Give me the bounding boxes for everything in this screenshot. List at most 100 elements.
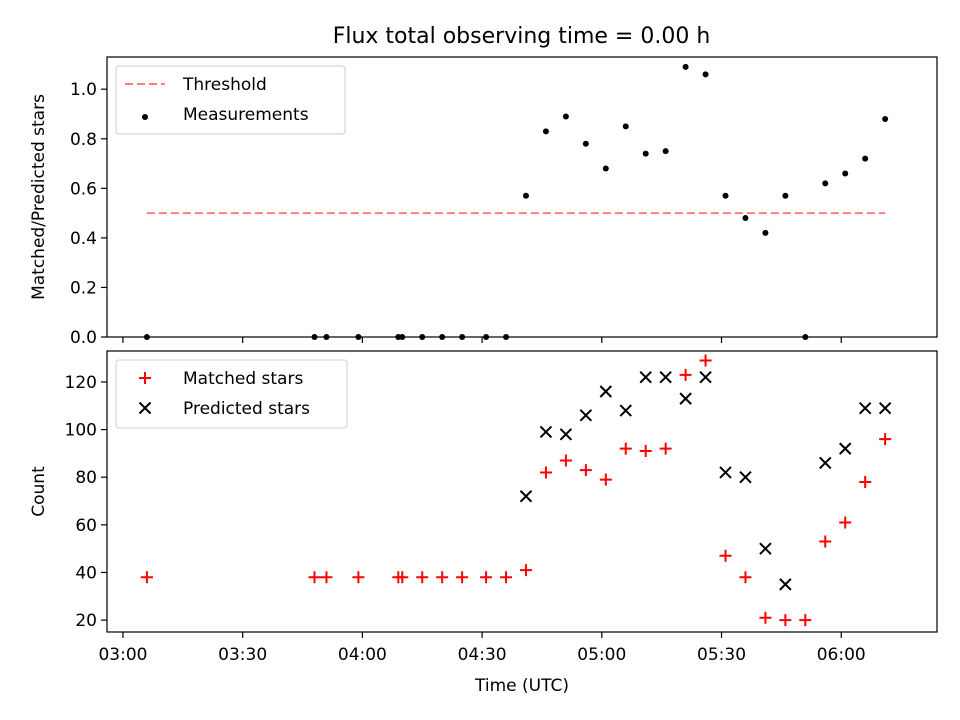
predicted-stars-point <box>519 490 533 503</box>
predicted-stars-point <box>839 442 852 455</box>
measurement-point <box>483 334 490 340</box>
matched-stars-point <box>699 354 712 367</box>
measurement-point <box>722 192 729 199</box>
predicted-stars-point <box>858 401 872 415</box>
predicted-stars-point <box>579 409 593 422</box>
measurement-point <box>682 63 689 70</box>
chart-title: Flux total observing time = 0.00 h <box>333 24 711 49</box>
predicted-stars-point <box>559 428 573 441</box>
matched-stars-point <box>879 433 892 446</box>
measurement-point <box>459 334 466 340</box>
measurement-point <box>542 128 549 135</box>
measurement-point <box>439 334 446 340</box>
measurement-point <box>562 113 569 120</box>
measurement-point <box>355 334 362 340</box>
predicted-stars-point <box>819 456 832 470</box>
matched-stars-point <box>639 445 652 458</box>
predicted-stars-point <box>539 425 553 439</box>
measurement-point <box>862 155 869 162</box>
measurement-point <box>662 148 669 155</box>
measurement-point <box>842 170 849 177</box>
measurement-point <box>602 165 609 172</box>
matched-stars-point <box>519 564 532 577</box>
matched-stars-point <box>859 475 872 488</box>
legend-matched-swatch <box>139 372 151 384</box>
legend-box <box>115 65 346 135</box>
legend: Threshold Measurements <box>115 65 346 135</box>
y-tick-label: 80 <box>75 468 97 488</box>
predicted-stars-point <box>699 370 712 384</box>
x-axis-label: Time (UTC) <box>474 676 569 696</box>
y-tick-label: 0.0 <box>70 328 97 348</box>
legend-predicted-swatch <box>138 401 152 415</box>
matched-stars-point <box>759 611 772 624</box>
y-tick-label: 100 <box>65 421 97 441</box>
x-tick-label: 06:00 <box>817 645 866 665</box>
legend-measurement-swatch <box>142 114 148 120</box>
matched-stars-point <box>320 571 333 584</box>
y-tick-label: 40 <box>75 563 97 583</box>
legend-label: Measurements <box>183 105 309 125</box>
matched-stars-point <box>779 614 792 627</box>
matched-stars-point <box>719 549 732 562</box>
x-tick-label: 03:30 <box>218 645 267 665</box>
y-tick-label: 0.6 <box>70 179 97 199</box>
x-tick-label: 04:00 <box>338 645 387 665</box>
measurement-point <box>503 334 510 340</box>
matched-stars-point <box>579 464 592 477</box>
legend-label: Predicted stars <box>183 399 310 419</box>
x-tick-label: 03:00 <box>98 645 147 665</box>
matched-stars-point <box>559 454 572 467</box>
matched-stars-point <box>739 571 752 584</box>
predicted-stars-point <box>759 542 772 555</box>
measurement-point <box>311 334 318 340</box>
matched-stars-point <box>799 614 812 627</box>
measurement-point <box>702 71 709 78</box>
measurement-point <box>882 115 889 122</box>
y-tick-label: 20 <box>75 611 97 631</box>
y-tick-label: 0.4 <box>70 229 97 249</box>
matched-stars-point <box>839 516 852 529</box>
measurement-point <box>742 215 749 222</box>
measurement-point <box>782 192 789 199</box>
y-axis-label: Count <box>29 466 49 517</box>
matched-stars-point <box>352 571 365 584</box>
matched-stars-point <box>679 368 692 381</box>
matched-stars-point <box>308 571 321 584</box>
y-axis-label: Matched/Predicted stars <box>29 94 49 300</box>
flux-ratio-panel: 0.0 0.2 0.4 0.6 0.8 1.0 Matched/Predicted star… <box>29 56 938 348</box>
matched-stars-point <box>599 473 612 486</box>
matched-stars-point <box>456 571 469 584</box>
measurement-point <box>143 334 150 340</box>
legend-label: Threshold <box>182 75 267 95</box>
measurement-point <box>822 180 829 187</box>
predicted-stars-point <box>639 370 652 384</box>
y-tick-label: 0.8 <box>70 130 97 150</box>
y-tick-label: 0.2 <box>70 278 97 298</box>
predicted-stars-point <box>739 471 752 484</box>
legend-label: Matched stars <box>183 369 303 389</box>
matched-stars-point <box>480 571 493 584</box>
x-tick-label: 05:30 <box>697 645 746 665</box>
matched-stars-point <box>619 442 632 455</box>
measurement-point <box>419 334 426 340</box>
predicted-stars-point <box>779 578 792 591</box>
predicted-stars-point <box>719 466 732 479</box>
matched-stars-point <box>819 535 832 548</box>
predicted-stars-point <box>679 392 692 405</box>
legend-box <box>115 359 348 429</box>
matched-stars-point <box>140 571 153 584</box>
predicted-stars-point <box>599 385 613 398</box>
legend: Matched stars Predicted stars <box>115 359 348 429</box>
y-tick-label: 60 <box>75 516 97 536</box>
measurement-point <box>802 334 809 340</box>
matched-stars-point <box>659 442 672 455</box>
plot-frame <box>106 56 938 338</box>
measurement-point <box>642 150 649 157</box>
matched-stars-point <box>396 571 409 584</box>
predicted-stars-point <box>619 404 632 417</box>
measurement-point <box>762 229 769 236</box>
y-tick-label: 1.0 <box>70 80 97 100</box>
x-tick-label: 05:00 <box>577 645 626 665</box>
